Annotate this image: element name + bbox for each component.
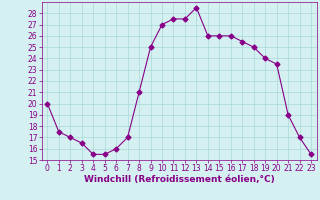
X-axis label: Windchill (Refroidissement éolien,°C): Windchill (Refroidissement éolien,°C) [84,175,275,184]
